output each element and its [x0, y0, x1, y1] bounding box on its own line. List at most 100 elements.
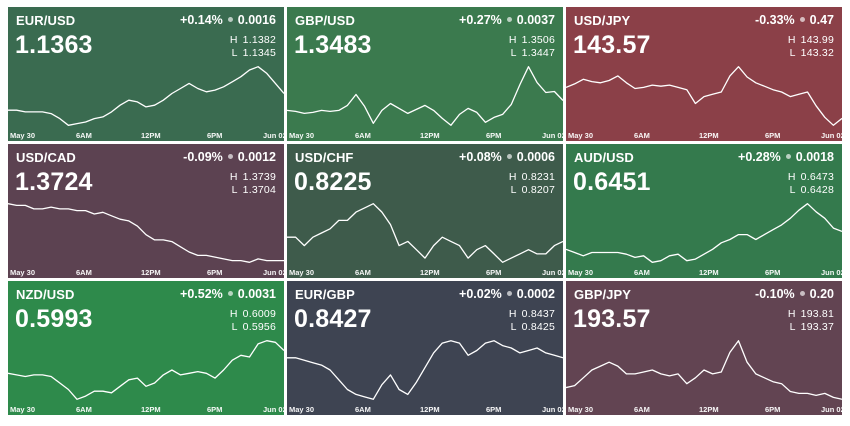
low-value: 1.3704 — [242, 184, 276, 196]
low-readout: L 0.8425 — [511, 321, 555, 333]
high-value: 193.81 — [800, 308, 834, 320]
x-tick-label: 6PM — [765, 268, 781, 277]
price-series-line — [566, 340, 842, 400]
x-tick-label: May 30 — [568, 131, 594, 140]
change-percent: -0.09% — [183, 150, 223, 164]
low-label: L — [231, 47, 238, 59]
sparkline-chart — [566, 340, 842, 400]
pair-label: USD/JPY — [574, 13, 631, 28]
change-absolute: 0.0016 — [237, 13, 276, 27]
price-value: 1.3724 — [15, 168, 93, 196]
pair-label: USD/CAD — [16, 150, 76, 165]
separator-dot-icon — [227, 291, 233, 297]
change-percent: +0.27% — [459, 13, 502, 27]
low-readout: L 143.32 — [790, 47, 834, 59]
low-label: L — [510, 321, 517, 333]
pair-label: GBP/USD — [295, 13, 355, 28]
low-readout: L 0.6428 — [790, 184, 834, 196]
pair-label: USD/CHF — [295, 150, 354, 165]
x-tick-label: Jun 02 — [263, 405, 284, 414]
change-absolute: 0.0002 — [516, 287, 555, 301]
high-label: H — [787, 308, 796, 320]
high-label: H — [229, 34, 238, 46]
x-tick-label: Jun 02 — [263, 131, 284, 140]
low-label: L — [231, 321, 238, 333]
price-value: 0.6451 — [573, 168, 651, 196]
change-absolute: 0.0006 — [516, 150, 555, 164]
low-label: L — [789, 47, 796, 59]
ticker-tile-eur-usd[interactable]: EUR/USD 1.1363 +0.14% 0.0016 H 1.1382 L 1.1345 M… — [8, 7, 284, 141]
price-value: 1.3483 — [294, 31, 372, 59]
change-readout: +0.52% 0.0031 — [180, 287, 276, 301]
ticker-tile-gbp-usd[interactable]: GBP/USD 1.3483 +0.27% 0.0037 H 1.3506 L 1.3447 M… — [287, 7, 563, 141]
high-value: 0.6473 — [800, 171, 834, 183]
x-tick-label: 6PM — [486, 131, 502, 140]
sparkline-chart — [8, 203, 284, 263]
low-value: 0.8425 — [521, 321, 555, 333]
x-tick-label: 6AM — [355, 131, 371, 140]
x-tick-label: May 30 — [289, 268, 315, 277]
high-label: H — [787, 34, 796, 46]
x-tick-label: 6PM — [765, 131, 781, 140]
x-tick-label: 6AM — [355, 405, 371, 414]
pair-label: AUD/USD — [574, 150, 634, 165]
change-absolute: 0.0031 — [237, 287, 276, 301]
separator-dot-icon — [227, 154, 233, 160]
price-value: 1.1363 — [15, 31, 93, 59]
low-value: 1.3447 — [521, 47, 555, 59]
high-readout: H 1.1382 — [230, 34, 276, 46]
high-label: H — [229, 308, 238, 320]
low-value: 143.32 — [800, 47, 834, 59]
x-tick-label: 12PM — [699, 268, 719, 277]
high-value: 143.99 — [800, 34, 834, 46]
low-value: 0.5956 — [242, 321, 276, 333]
ticker-tile-usd-jpy[interactable]: USD/JPY 143.57 -0.33% 0.47 H 143.99 L 143.32 May… — [566, 7, 842, 141]
low-readout: L 1.3447 — [511, 47, 555, 59]
low-readout: L 0.5956 — [232, 321, 276, 333]
high-value: 0.8231 — [521, 171, 555, 183]
ticker-tile-gbp-jpy[interactable]: GBP/JPY 193.57 -0.10% 0.20 H 193.81 L 193.37 May… — [566, 281, 842, 415]
low-value: 0.8207 — [521, 184, 555, 196]
x-tick-label: 6AM — [634, 131, 650, 140]
sparkline-chart — [287, 203, 563, 263]
x-tick-label: Jun 02 — [263, 268, 284, 277]
ticker-tile-usd-cad[interactable]: USD/CAD 1.3724 -0.09% 0.0012 H 1.3739 L 1.3704 M… — [8, 144, 284, 278]
high-label: H — [508, 34, 517, 46]
change-percent: -0.10% — [755, 287, 795, 301]
low-readout: L 0.8207 — [511, 184, 555, 196]
price-value: 0.5993 — [15, 305, 93, 333]
x-tick-label: Jun 02 — [821, 405, 842, 414]
x-tick-label: 6AM — [76, 405, 92, 414]
change-readout: +0.27% 0.0037 — [459, 13, 555, 27]
sparkline-chart — [287, 340, 563, 400]
ticker-tile-usd-chf[interactable]: USD/CHF 0.8225 +0.08% 0.0006 H 0.8231 L 0.8207 M… — [287, 144, 563, 278]
ticker-tile-eur-gbp[interactable]: EUR/GBP 0.8427 +0.02% 0.0002 H 0.8437 L 0.8425 M… — [287, 281, 563, 415]
ticker-tile-nzd-usd[interactable]: NZD/USD 0.5993 +0.52% 0.0031 H 0.6009 L 0.5956 M… — [8, 281, 284, 415]
separator-dot-icon — [227, 17, 233, 23]
ticker-tile-aud-usd[interactable]: AUD/USD 0.6451 +0.28% 0.0018 H 0.6473 L 0.6428 M… — [566, 144, 842, 278]
x-tick-label: May 30 — [10, 268, 36, 277]
high-value: 1.3506 — [521, 34, 555, 46]
price-series-line — [8, 340, 284, 400]
low-value: 193.37 — [800, 321, 834, 333]
x-tick-label: Jun 02 — [821, 268, 842, 277]
pair-label: EUR/USD — [16, 13, 76, 28]
price-series-line — [566, 66, 842, 126]
sparkline-chart — [566, 66, 842, 126]
x-tick-label: 12PM — [141, 405, 161, 414]
change-percent: -0.33% — [755, 13, 795, 27]
x-tick-label: May 30 — [568, 405, 594, 414]
low-label: L — [231, 184, 238, 196]
price-series-line — [8, 203, 284, 263]
low-readout: L 1.3704 — [232, 184, 276, 196]
low-value: 0.6428 — [800, 184, 834, 196]
x-tick-label: 12PM — [420, 131, 440, 140]
change-absolute: 0.47 — [809, 13, 834, 27]
x-tick-label: 6PM — [486, 405, 502, 414]
pair-label: GBP/JPY — [574, 287, 632, 302]
sparkline-chart — [566, 203, 842, 263]
price-series-line — [287, 66, 563, 126]
change-absolute: 0.0012 — [237, 150, 276, 164]
x-tick-label: 6AM — [634, 268, 650, 277]
change-readout: +0.08% 0.0006 — [459, 150, 555, 164]
